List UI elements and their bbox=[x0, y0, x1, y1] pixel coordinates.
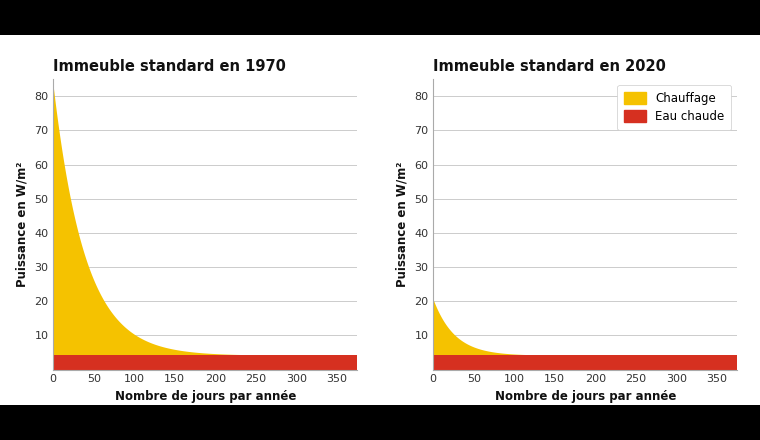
X-axis label: Nombre de jours par année: Nombre de jours par année bbox=[115, 390, 296, 403]
Text: Immeuble standard en 1970: Immeuble standard en 1970 bbox=[53, 59, 286, 74]
X-axis label: Nombre de jours par année: Nombre de jours par année bbox=[495, 390, 676, 403]
Legend: Chauffage, Eau chaude: Chauffage, Eau chaude bbox=[617, 85, 731, 130]
Y-axis label: Puissance en W/m²: Puissance en W/m² bbox=[16, 162, 29, 287]
Text: Immeuble standard en 2020: Immeuble standard en 2020 bbox=[433, 59, 666, 74]
Y-axis label: Puissance en W/m²: Puissance en W/m² bbox=[396, 162, 409, 287]
